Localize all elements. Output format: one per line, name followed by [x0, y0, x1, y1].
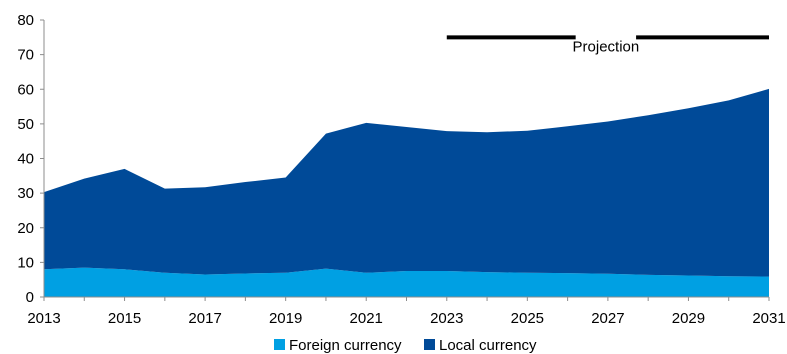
x-tick-label: 2027 [591, 310, 624, 327]
x-tick-label: 2021 [350, 310, 383, 327]
x-tick-label: 2031 [752, 310, 785, 327]
x-tick-label: 2023 [430, 310, 463, 327]
y-tick-label: 10 [17, 254, 34, 271]
x-tick-label: 2015 [108, 310, 141, 327]
y-tick-label: 40 [17, 151, 34, 168]
x-tick-label: 2013 [27, 310, 60, 327]
y-tick-label: 20 [17, 220, 34, 237]
y-tick-label: 80 [17, 12, 34, 29]
chart-areas [44, 89, 769, 297]
y-tick-label: 30 [17, 185, 34, 202]
area-local-currency [44, 89, 769, 277]
legend-label-local-currency: Local currency [439, 337, 537, 354]
y-tick-labels: 0 10 20 30 40 50 60 70 80 [17, 12, 44, 306]
y-tick-label: 0 [26, 289, 34, 306]
projection-annotation: Projection [447, 37, 769, 55]
legend-swatch-local-currency [424, 339, 435, 350]
y-tick-label: 60 [17, 81, 34, 98]
x-tick-labels: 2013 2015 2017 2019 2021 2023 2025 2027 2029 2031 [27, 297, 785, 327]
y-tick-label: 70 [17, 47, 34, 64]
x-tick-label: 2025 [511, 310, 544, 327]
x-tick-label: 2019 [269, 310, 302, 327]
legend-label-foreign-currency: Foreign currency [289, 337, 402, 354]
legend-swatch-foreign-currency [274, 339, 285, 350]
x-tick-label: 2029 [672, 310, 705, 327]
legend: Foreign currency Local currency [274, 337, 537, 354]
projection-label: Projection [573, 38, 640, 55]
x-tick-label: 2017 [188, 310, 221, 327]
y-tick-label: 50 [17, 116, 34, 133]
